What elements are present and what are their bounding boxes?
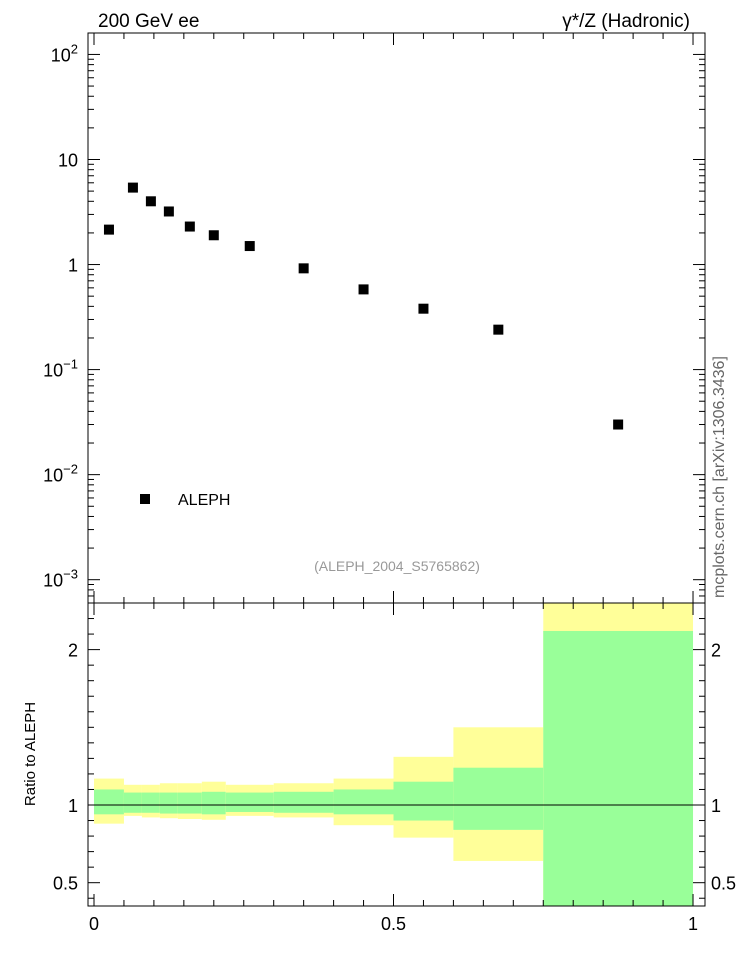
- data-point: [418, 303, 429, 314]
- ratio-inner-band: [453, 767, 544, 830]
- ratio-y-tick-label-right: 2: [711, 641, 721, 661]
- header-process-label: γ*/Z (Hadronic): [562, 11, 690, 32]
- main-y-tick-label: 10−1: [43, 357, 78, 381]
- data-point: [127, 182, 138, 193]
- ratio-inner-band: [159, 792, 178, 814]
- data-point: [493, 324, 504, 335]
- data-point: [163, 206, 174, 217]
- header-energy-label: 200 GeV ee: [98, 11, 199, 32]
- data-point: [244, 241, 255, 252]
- legend-label: ALEPH: [178, 492, 230, 509]
- ratio-inner-band: [333, 789, 394, 815]
- main-data-points: [103, 182, 624, 430]
- ratio-inner-band: [393, 781, 454, 821]
- ratio-inner-band: [225, 792, 274, 812]
- ratio-plot-frame: [87, 602, 706, 907]
- data-point: [103, 224, 114, 235]
- side-source-label: mcplots.cern.ch [arXiv:1306.3436]: [711, 356, 728, 598]
- ratio-y-axis-label: Ratio to ALEPH: [22, 702, 39, 806]
- legend-marker: [140, 494, 150, 504]
- data-point: [145, 196, 156, 207]
- ratio-x-tick-label: 1: [688, 914, 698, 934]
- main-plot-frame: [87, 32, 706, 604]
- main-y-tick-label: 102: [51, 41, 78, 65]
- ratio-inner-band: [141, 792, 160, 813]
- ratio-y-tick-label-right: 1: [711, 796, 721, 816]
- main-y-tick-label: 10−2: [43, 462, 78, 486]
- analysis-watermark: (ALEPH_2004_S5765862): [314, 558, 480, 574]
- ratio-inner-band: [273, 791, 334, 813]
- main-y-tick-label: 10: [58, 150, 78, 170]
- ratio-x-tick-label: 0: [89, 914, 99, 934]
- ratio-inner-band: [123, 792, 142, 813]
- ratio-inner-band: [93, 789, 124, 815]
- ratio-y-tick-label: 0.5: [53, 874, 78, 894]
- ratio-inner-band: [177, 792, 202, 814]
- data-point: [298, 263, 309, 274]
- data-point: [358, 284, 369, 295]
- ratio-axes: 0.5 0.5 1 1 2 2 0 0.5 1: [53, 602, 736, 934]
- ratio-inner-band: [543, 630, 694, 906]
- ratio-y-tick-label: 2: [68, 641, 78, 661]
- data-point: [613, 419, 624, 430]
- ratio-y-tick-label: 1: [68, 796, 78, 816]
- ratio-inner-band: [201, 791, 226, 815]
- main-y-tick-label: 1: [68, 256, 78, 276]
- ratio-x-tick-label: 0.5: [381, 914, 406, 934]
- data-point: [208, 230, 219, 241]
- main-axes: 10−3 10−2 10−1 1 10 102: [43, 33, 705, 604]
- main-y-tick-label: 10−3: [43, 567, 78, 591]
- ratio-y-tick-label-right: 0.5: [711, 874, 736, 894]
- data-point: [184, 221, 195, 232]
- ratio-bands: [88, 603, 705, 906]
